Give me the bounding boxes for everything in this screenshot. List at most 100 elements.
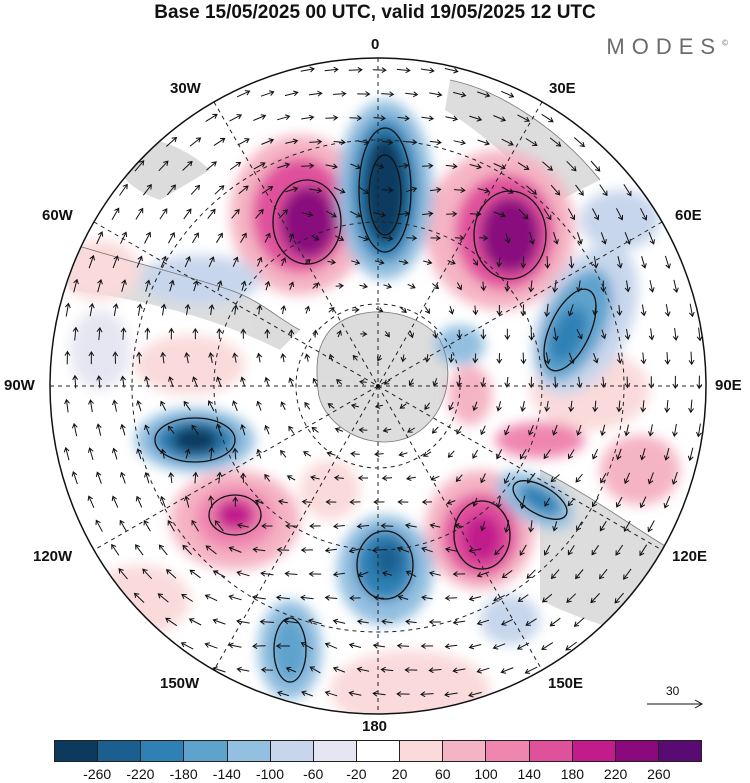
wind-vector — [238, 185, 249, 195]
wind-vector — [255, 208, 264, 219]
colorbar-swatch — [443, 741, 487, 761]
wind-vector — [334, 427, 344, 433]
colorbar-swatch — [658, 741, 702, 761]
wind-vector — [696, 423, 702, 438]
wind-vector — [640, 304, 647, 317]
wind-vector — [169, 279, 175, 292]
wind-vector — [208, 495, 214, 508]
wind-vector — [520, 256, 527, 269]
wind-vector — [260, 90, 275, 97]
wind-vector — [472, 401, 478, 412]
wind-vector — [232, 400, 238, 412]
wind-vector — [304, 353, 311, 362]
wind-vector — [663, 496, 671, 509]
wind-vector — [641, 256, 647, 269]
wind-vector — [469, 115, 483, 122]
wind-vector — [256, 400, 262, 411]
wind-vector — [453, 187, 466, 194]
wind-vector — [180, 642, 194, 650]
wind-vector — [168, 376, 174, 388]
wind-vector — [469, 211, 482, 218]
wind-vector — [639, 207, 648, 221]
wind-vector — [494, 545, 505, 556]
wind-vector — [496, 449, 503, 460]
wind-vector — [600, 424, 606, 437]
wind-vector — [285, 666, 297, 673]
wind-vector — [372, 690, 386, 697]
wind-vector — [112, 303, 119, 316]
wind-vector — [325, 163, 338, 170]
wind-vector — [324, 66, 339, 73]
wind-vector — [501, 569, 513, 579]
wind-vector — [623, 568, 632, 580]
wind-vector — [348, 66, 363, 73]
wind-vector — [301, 162, 315, 169]
wind-vector — [429, 522, 441, 529]
map-fill — [50, 58, 706, 714]
wind-vector — [469, 163, 482, 170]
wind-vector — [288, 425, 295, 434]
wind-vector — [575, 184, 584, 196]
wind-vector — [405, 570, 417, 578]
wind-vector — [492, 643, 506, 650]
wind-vector — [448, 353, 455, 364]
wind-vector — [111, 543, 120, 556]
wind-vector — [591, 545, 600, 556]
lon-label-60e: 60E — [675, 207, 702, 224]
wind-vector — [311, 426, 319, 433]
wind-vector — [260, 570, 274, 577]
wind-vector — [640, 352, 647, 365]
wind-vector — [351, 259, 361, 265]
wind-vector — [372, 67, 387, 74]
wind-vector — [160, 351, 166, 364]
wind-vector — [544, 256, 551, 269]
wind-vector — [259, 618, 275, 625]
wind-vector — [406, 186, 418, 193]
wind-vector — [404, 522, 417, 529]
wind-vector — [192, 471, 199, 484]
wind-vector — [111, 495, 119, 508]
wind-vector — [592, 448, 599, 460]
wind-vector — [382, 187, 394, 194]
wind-vector — [688, 351, 695, 366]
wind-vector — [396, 642, 410, 649]
wind-vector — [261, 523, 273, 529]
wind-vector — [358, 427, 368, 433]
graticule — [50, 58, 706, 714]
wind-vector — [382, 570, 392, 577]
wind-vector — [405, 475, 416, 481]
lon-label-90w: 90W — [4, 377, 35, 394]
wind-vector — [275, 594, 290, 601]
wind-vector — [309, 523, 321, 529]
wind-vector — [228, 594, 242, 601]
wind-vector — [277, 690, 289, 697]
wind-vector — [119, 183, 128, 196]
wind-vector — [356, 666, 370, 673]
wind-vector — [214, 520, 224, 532]
colorbar-tick-label: 260 — [647, 766, 671, 782]
wind-vector — [404, 667, 418, 673]
wind-vector — [144, 424, 150, 435]
wind-vector — [212, 618, 226, 625]
wind-vector — [184, 303, 191, 316]
wind-vector — [216, 471, 223, 484]
wind-vector — [517, 114, 530, 122]
wind-vector — [472, 497, 478, 507]
brand-mark: © — [722, 38, 728, 48]
wind-vector — [96, 326, 103, 341]
wind-vector — [191, 232, 199, 244]
wind-vector — [432, 330, 439, 339]
wind-vector — [332, 666, 346, 673]
wind-vector — [543, 449, 551, 460]
wind-vector — [374, 163, 385, 169]
wind-vector — [303, 451, 312, 457]
wind-vector — [576, 329, 583, 340]
wind-vector — [520, 352, 527, 365]
wind-vector — [480, 425, 486, 436]
wind-vector — [567, 545, 575, 556]
wind-vector — [517, 162, 530, 170]
wind-vector — [477, 187, 490, 194]
wind-vector — [167, 425, 175, 434]
wind-vector — [424, 402, 431, 410]
wind-vector — [493, 594, 505, 602]
